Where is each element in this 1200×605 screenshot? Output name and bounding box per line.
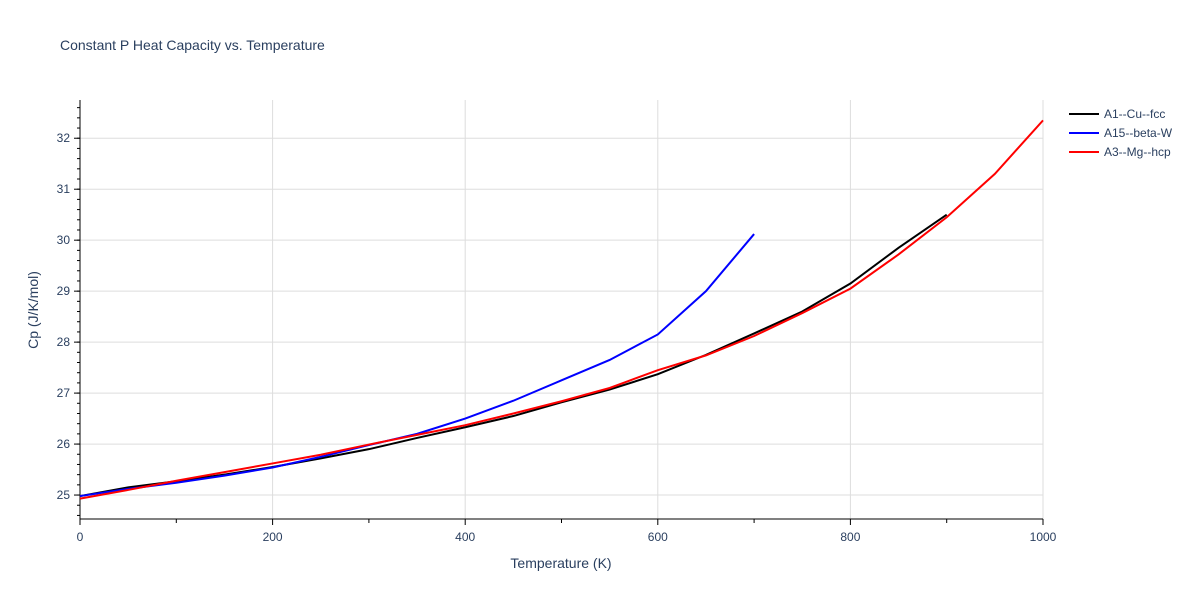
series-line-A15--beta-W — [79, 233, 755, 498]
legend-label: A1--Cu--fcc — [1104, 107, 1165, 121]
x-tick-label: 800 — [840, 530, 860, 544]
chart-title: Constant P Heat Capacity vs. Temperature — [60, 37, 325, 53]
x-tick-label: 200 — [263, 530, 283, 544]
y-tick-label: 29 — [57, 284, 71, 298]
y-tick-label: 28 — [57, 335, 71, 349]
legend-label: A15--beta-W — [1104, 126, 1173, 140]
series-line-A3--Mg--hcp — [79, 119, 1044, 500]
x-tick-label: 400 — [455, 530, 475, 544]
x-tick-label: 1000 — [1030, 530, 1057, 544]
x-tick-label: 0 — [77, 530, 84, 544]
y-tick-label: 25 — [57, 488, 71, 502]
y-axis-label: Cp (J/K/mol) — [25, 271, 41, 349]
y-tick-label: 27 — [57, 386, 71, 400]
y-tick-label: 31 — [57, 182, 71, 196]
x-tick-label: 600 — [648, 530, 668, 544]
y-tick-label: 26 — [57, 437, 71, 451]
legend-label: A3--Mg--hcp — [1104, 145, 1171, 159]
x-axis-label: Temperature (K) — [510, 555, 611, 571]
series-line-A1--Cu--fcc — [79, 213, 948, 498]
y-tick-label: 32 — [57, 131, 71, 145]
y-tick-label: 30 — [57, 233, 71, 247]
